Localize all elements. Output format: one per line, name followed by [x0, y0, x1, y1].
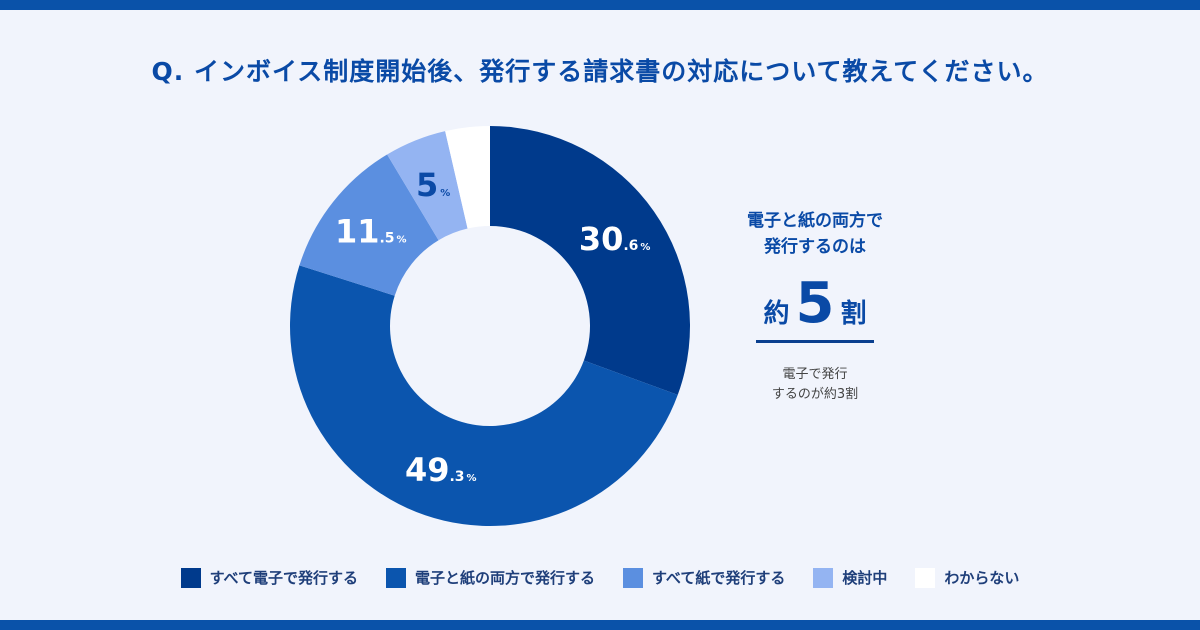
- legend-swatch: [915, 567, 936, 588]
- bottom-border: [0, 620, 1200, 630]
- legend-label: すべて紙で発行する: [651, 569, 786, 587]
- callout-underline: [756, 340, 874, 343]
- legend-item: すべて電子で発行する: [180, 567, 358, 588]
- legend: すべて電子で発行する 電子と紙の両方で発行する すべて紙で発行する 検討中 わか…: [0, 567, 1200, 588]
- callout-note-line2: するのが約3割: [771, 387, 859, 402]
- donut-slice: [445, 126, 490, 229]
- legend-label: 検討中: [842, 569, 888, 587]
- legend-swatch: [622, 567, 643, 588]
- legend-item: 検討中: [813, 567, 887, 588]
- callout-heading: 電子と紙の両方で 発行するのは: [720, 208, 910, 260]
- page-title: Q. インボイス制度開始後、発行する請求書の対応について教えてください。: [151, 57, 1049, 86]
- data-label: 49.3%: [405, 451, 477, 489]
- legend-label: わからない: [944, 569, 1020, 587]
- donut-slice: [299, 154, 439, 296]
- data-label: 30.6%: [579, 220, 651, 258]
- legend-item: 電子と紙の両方で発行する: [385, 567, 595, 588]
- legend-swatch: [385, 567, 406, 588]
- data-label: 11.5%: [335, 213, 407, 251]
- donut-slice: [387, 131, 468, 241]
- callout-number: 5: [795, 271, 835, 336]
- callout-suffix: 割: [840, 299, 867, 329]
- callout-figure: 約 5 割: [720, 274, 910, 334]
- legend-label: すべて電子で発行する: [209, 569, 358, 587]
- legend-swatch: [180, 567, 201, 588]
- legend-item: すべて紙で発行する: [622, 567, 786, 588]
- callout-line1: 電子と紙の両方で: [747, 211, 883, 231]
- legend-item: わからない: [915, 567, 1019, 588]
- callout: 電子と紙の両方で 発行するのは 約 5 割 電子で発行 するのが約3割: [720, 208, 910, 405]
- top-border: [0, 0, 1200, 10]
- callout-note: 電子で発行 するのが約3割: [720, 365, 910, 405]
- legend-swatch: [813, 567, 834, 588]
- callout-line2: 発行するのは: [764, 237, 866, 257]
- donut-slice: [490, 126, 690, 395]
- callout-note-line1: 電子で発行: [782, 367, 848, 382]
- callout-prefix: 約: [763, 299, 790, 329]
- data-label: 5%: [416, 166, 450, 204]
- donut-slice: [289, 265, 678, 527]
- legend-label: 電子と紙の両方で発行する: [414, 569, 595, 587]
